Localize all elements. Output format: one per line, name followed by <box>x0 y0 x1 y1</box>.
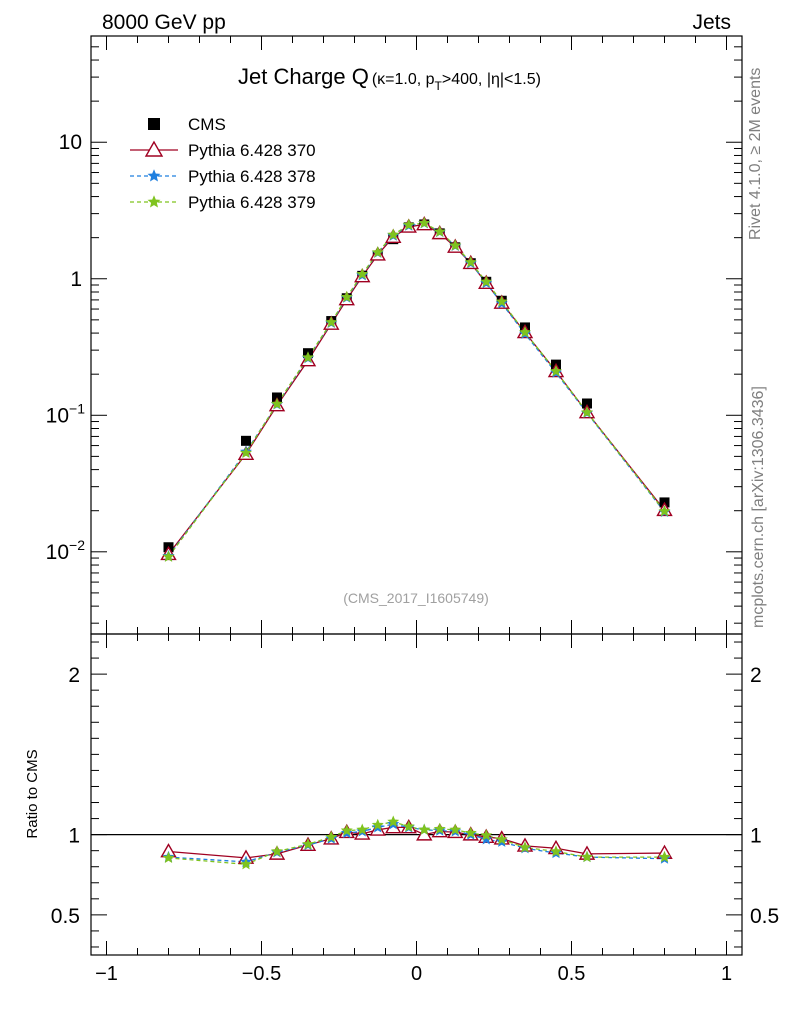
legend-marker-pythia-6-428-379 <box>147 195 161 208</box>
data-point-pythia-6-428-379 <box>464 256 477 268</box>
ratio-point-pythia-6-428-379 <box>240 858 252 870</box>
ratio-point-pythia-6-428-379 <box>387 815 400 827</box>
data-point-pythia-6-428-379 <box>240 446 252 459</box>
series-markers <box>160 216 673 870</box>
ratio-point-pythia-6-428-379 <box>480 829 493 841</box>
data-point-pythia-6-428-379 <box>480 275 493 287</box>
ratio-y-tick-label-right: 0.5 <box>750 905 779 928</box>
legend: CMS Pythia 6.428 370 Pythia 6.428 378 Pythi… <box>130 115 316 212</box>
data-point-pythia-6-428-379 <box>371 246 384 258</box>
ratio-y-tick-label-left: 2 <box>68 664 80 687</box>
data-point-pythia-6-428-379 <box>356 267 369 280</box>
ratio-y-tick-label-right: 2 <box>750 664 762 687</box>
ratio-point-pythia-6-428-379 <box>418 823 431 835</box>
chart-title: Jet Charge Q (κ=1.0, pT>400, |η|<1.5) <box>238 64 541 93</box>
data-point-pythia-6-428-379 <box>433 225 446 237</box>
ratio-point-pythia-6-428-379 <box>449 823 462 835</box>
legend-label-pythia-6-428-378: Pythia 6.428 378 <box>188 167 316 186</box>
x-tick-label: −1 <box>95 963 118 985</box>
ratio-point-pythia-6-428-379 <box>402 820 415 832</box>
x-tick-label: 1 <box>721 963 732 985</box>
data-point-cms <box>241 435 251 446</box>
data-point-pythia-6-428-379 <box>658 505 671 517</box>
series-line-pythia-6-428-378 <box>167 222 666 557</box>
ratio-point-pythia-6-428-379 <box>340 824 353 836</box>
data-point-pythia-6-428-379 <box>550 365 562 377</box>
data-point-pythia-6-428-379 <box>387 228 400 240</box>
ratio-point-pythia-6-428-379 <box>464 826 477 839</box>
series-line-pythia-6-428-370 <box>167 223 666 555</box>
ratio-point-pythia-6-428-379 <box>550 845 562 857</box>
legend-label-pythia-6-428-370: Pythia 6.428 370 <box>188 141 316 160</box>
ratio-point-pythia-6-428-379 <box>581 850 593 863</box>
data-point-pythia-6-428-379 <box>162 550 175 562</box>
legend-marker-pythia-6-428-370 <box>144 140 164 157</box>
ratio-point-pythia-6-428-378 <box>480 833 493 845</box>
series-lines <box>167 222 666 865</box>
x-tick-label: 0.5 <box>558 963 586 985</box>
title-main: Jet Charge Q <box>238 64 369 89</box>
data-point-pythia-6-428-379 <box>449 239 462 251</box>
x-tick-label: −0.5 <box>242 963 281 985</box>
legend-label-pythia-6-428-379: Pythia 6.428 379 <box>188 193 316 212</box>
data-point-pythia-6-428-379 <box>325 315 338 328</box>
header-left: 8000 GeV pp <box>102 11 226 34</box>
header-right: Jets <box>692 11 731 34</box>
legend-marker-pythia-6-428-378 <box>147 169 161 182</box>
ratio-point-pythia-6-428-370 <box>416 826 433 841</box>
ratio-point-pythia-6-428-379 <box>658 850 671 863</box>
ratio-point-pythia-6-428-379 <box>302 837 314 850</box>
y-tick-label: 10−1 <box>46 400 86 427</box>
series-line-pythia-6-428-379 <box>167 222 666 558</box>
legend-marker-cms <box>148 118 160 130</box>
ratio-point-pythia-6-428-379 <box>433 822 446 835</box>
ratio-point-pythia-6-428-379 <box>371 818 384 831</box>
ratio-point-pythia-6-428-379 <box>325 830 338 843</box>
data-point-pythia-6-428-379 <box>302 351 314 363</box>
data-point-pythia-6-428-379 <box>495 295 508 307</box>
y-tick-label: 1 <box>70 268 82 291</box>
ratio-y-tick-label-right: 1 <box>750 825 762 848</box>
ratio-point-pythia-6-428-379 <box>356 823 369 835</box>
ratio-point-pythia-6-428-379 <box>519 841 531 853</box>
analysis-watermark: (CMS_2017_I1605749) <box>343 590 489 606</box>
rivet-version-label: Rivet 4.1.0, ≥ 2M events <box>747 68 764 240</box>
data-point-pythia-6-428-379 <box>340 290 353 303</box>
axes-ticks: −1 −0.5 0 0.5 1 10−2 10−1 1 10 0.5 0.5 1 1 2 2 <box>46 35 779 985</box>
data-point-pythia-6-428-379 <box>402 218 415 230</box>
title-sub-b: >400, |η|<1.5) <box>442 71 541 88</box>
ratio-y-tick-label-left: 1 <box>68 825 80 848</box>
ratio-point-pythia-6-428-379 <box>162 851 175 863</box>
ratio-y-axis-label: Ratio to CMS <box>24 749 41 838</box>
data-point-pythia-6-428-379 <box>519 326 531 338</box>
y-tick-label: 10 <box>59 131 82 154</box>
ratio-plot-frame <box>90 633 743 956</box>
ratio-point-pythia-6-428-379 <box>271 845 283 857</box>
title-sub-T: T <box>435 79 443 93</box>
mcplots-label: mcplots.cern.ch [arXiv:1306.3436] <box>750 386 767 628</box>
data-point-pythia-6-428-379 <box>418 216 431 229</box>
ratio-point-pythia-6-428-379 <box>495 833 508 845</box>
ratio-y-tick-label-left: 0.5 <box>51 905 80 928</box>
data-point-cms <box>582 398 592 409</box>
legend-label-cms: CMS <box>188 115 226 134</box>
title-sub-a: (κ=1.0, p <box>372 71 435 88</box>
data-point-pythia-6-428-379 <box>271 397 283 410</box>
data-point-pythia-6-428-379 <box>581 406 593 418</box>
y-tick-label: 10−2 <box>46 537 86 564</box>
x-tick-label: 0 <box>411 963 422 985</box>
